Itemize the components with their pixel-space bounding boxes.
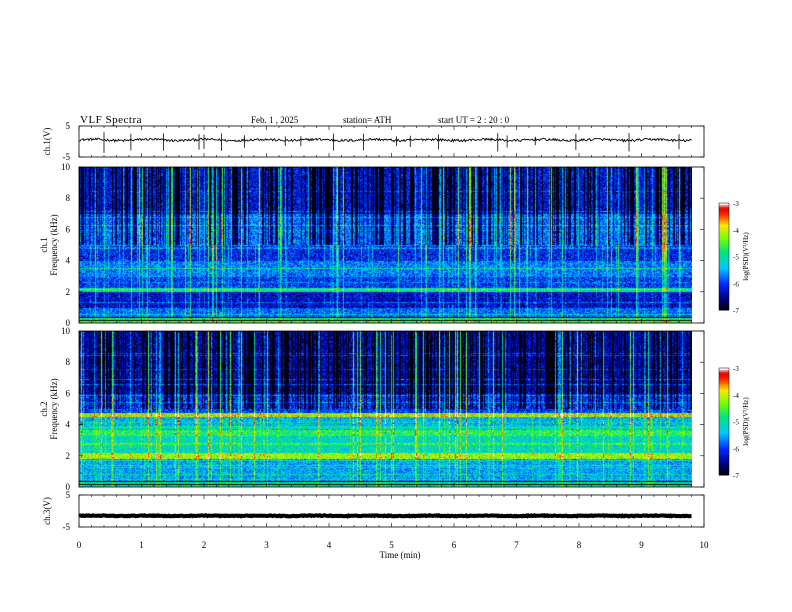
start-time-label: start UT = 2 : 20 : 0: [438, 115, 510, 125]
ch3-waveform-panel: 5 -5 ch.3(V): [42, 490, 705, 532]
y-tick-label: 10: [61, 326, 71, 336]
y-tick-label: 4: [66, 256, 71, 266]
y-tick-label: 8: [66, 357, 71, 367]
colorbar-tick-label: -4: [733, 227, 739, 235]
ch2-spectrogram-channel-label: ch.2: [39, 401, 49, 416]
y-tick-label: 2: [66, 287, 71, 297]
panel-frame: [78, 494, 705, 528]
y-tick-label: 0: [66, 482, 71, 492]
y-tick-label: 0: [66, 318, 71, 328]
y-tick-label: 10: [61, 162, 71, 172]
ch1-spectrogram-channel-label: ch.1: [39, 237, 49, 252]
y-tick-label: -5: [63, 152, 71, 162]
ch1-waveform-y-label: ch.1(V): [42, 128, 52, 156]
x-tick-label: 8: [577, 540, 582, 550]
time-axis: 0 1 2 3 4 5 6 7 8 9 10: [77, 540, 709, 550]
ch1-waveform-trace: [79, 137, 692, 143]
colorbar-label: log(PSD)(V²/Hz): [742, 397, 750, 446]
y-tick-label: -5: [63, 522, 71, 532]
x-tick-label: 5: [389, 540, 394, 550]
x-tick-label: 4: [327, 540, 332, 550]
ch1-waveform-panel: 5 -5 ch.1(V): [42, 121, 705, 162]
ch2-spectrogram-image: [79, 331, 692, 487]
x-tick-label: 0: [77, 540, 82, 550]
x-tick-label: 10: [700, 540, 710, 550]
x-tick-label: 6: [452, 540, 457, 550]
colorbar-tick-label: -5: [733, 254, 739, 262]
date-label: Feb. 1 , 2025: [251, 115, 299, 125]
ch2-spectrogram-y-label: Frequency (kHz): [49, 378, 59, 439]
colorbar-tick-label: -6: [733, 280, 739, 288]
x-axis-label: Time (min): [380, 550, 421, 560]
ch1-spectrogram-y-label: Frequency (kHz): [49, 214, 59, 275]
ch3-waveform-trace: [78, 512, 692, 519]
x-tick-label: 7: [514, 540, 519, 550]
y-tick-label: 5: [66, 490, 71, 500]
ch2-colorbar: -3 -4 -5 -6 -7 log(PSD)(V²/Hz): [718, 365, 750, 480]
x-tick-label: 2: [202, 540, 207, 550]
y-tick-label: 4: [66, 420, 71, 430]
station-label: station= ATH: [343, 115, 392, 125]
figure-title: VLF Spectra: [80, 114, 142, 126]
y-tick-label: 8: [66, 193, 71, 203]
colorbar-tick-label: -6: [733, 445, 739, 453]
ch1-spectrogram-panel: 0 2 4 6 8 10 ch.1 Frequency (kHz): [39, 162, 705, 328]
ch1-spectrogram-image: [79, 167, 692, 323]
ch2-spectrogram-panel: 0 2 4 6 8 10 ch.2 Frequency (kHz): [39, 326, 705, 492]
y-tick-label: 6: [66, 224, 71, 234]
colorbar-tick-label: -5: [733, 419, 739, 427]
x-tick-label: 1: [139, 540, 144, 550]
ch3-waveform-y-label: ch.3(V): [42, 497, 52, 525]
colorbar-tick-label: -7: [733, 472, 739, 480]
colorbar-tick-label: -3: [733, 200, 739, 208]
colorbar-tick-label: -7: [733, 307, 739, 315]
ch1-colorbar: -3 -4 -5 -6 -7 log(PSD)(V²/Hz): [718, 200, 750, 315]
x-tick-label: 9: [639, 540, 644, 550]
y-tick-label: 5: [66, 121, 71, 131]
colorbar-label: log(PSD)(V²/Hz): [742, 232, 750, 281]
y-tick-label: 2: [66, 451, 71, 461]
colorbar-tick-label: -3: [733, 365, 739, 373]
colorbar-tick-label: -4: [733, 392, 739, 400]
x-tick-label: 3: [264, 540, 269, 550]
y-tick-label: 6: [66, 388, 71, 398]
